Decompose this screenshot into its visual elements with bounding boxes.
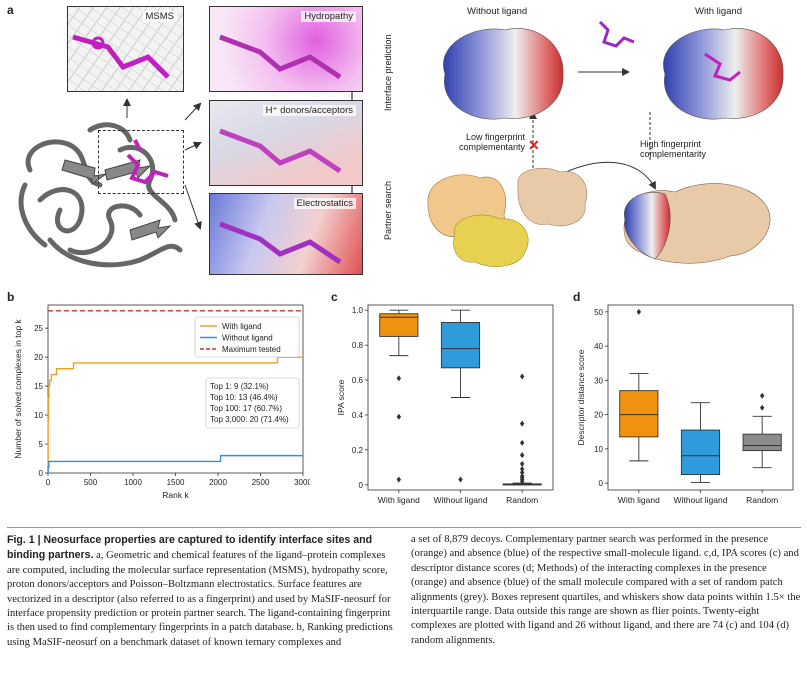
selection-box (98, 130, 184, 194)
series-line (47, 454, 303, 474)
y-tick-label: 1.0 (352, 306, 364, 315)
inset-label: MSMS (142, 11, 177, 22)
partner-surfaces (427, 168, 771, 267)
msms-inset: MSMS (67, 6, 184, 92)
y-tick-label: 20 (34, 353, 43, 362)
box (379, 313, 419, 337)
y-tick-label: 30 (594, 376, 603, 385)
high-fp-label: High fingerprint complementarity (640, 139, 707, 159)
panel-d-letter: d (573, 290, 581, 304)
ligand-icon (598, 20, 635, 48)
caption-divider (7, 527, 801, 528)
annotation-line: Top 10: 13 (46.4%) (210, 393, 278, 402)
panel-b-letter: b (7, 290, 15, 304)
flier-point (519, 452, 525, 459)
y-tick-label: 25 (34, 324, 43, 333)
y-tick-label: 0 (39, 469, 44, 478)
y-axis-label: Descriptor distance score (576, 349, 586, 445)
box (619, 390, 659, 438)
flier-point (519, 420, 525, 427)
x-tick-label: 1500 (167, 478, 185, 487)
y-tick-label: 0.2 (352, 446, 364, 455)
electrostatics-inset: Electrostatics (209, 193, 363, 275)
flier-point (396, 476, 402, 483)
y-tick-label: 10 (594, 445, 603, 454)
box (680, 429, 721, 476)
y-tick-label: 0 (599, 479, 604, 488)
panel-c-letter: c (331, 290, 338, 304)
cross-icon: ✕ (528, 137, 540, 153)
x-tick-label: 1000 (124, 478, 142, 487)
inset-label: H⁺ donors/acceptors (262, 105, 356, 116)
annotation-line: Top 1: 9 (32.1%) (210, 382, 269, 391)
low-fp-label: Low fingerprint complementarity (458, 132, 525, 152)
flier-point (458, 476, 463, 483)
box (440, 322, 481, 369)
annotation-line: Top 100: 17 (60.7%) (210, 404, 282, 413)
interface-prediction-label: Interface prediction (383, 34, 393, 111)
x-tick-label: 3000 (294, 478, 310, 487)
caption-col-1: Fig. 1 | Neosurface properties are captu… (7, 533, 397, 650)
y-tick-label: 50 (594, 308, 603, 317)
y-tick-label: 5 (39, 440, 44, 449)
chart-c: 0 0.2 0.4 0.6 0.8 1.0 IPA score With ligand With… (336, 304, 554, 505)
flier-point (759, 392, 765, 399)
fig-title: Neosurface properties are captured to id… (7, 534, 373, 562)
legend-label: Without ligand (222, 334, 273, 343)
surface-without-ligand (443, 28, 564, 120)
with-ligand-title: With ligand (695, 6, 742, 17)
flier-point (396, 375, 402, 382)
y-tick-label: 0.6 (352, 376, 364, 385)
y-tick-label: 0.8 (352, 341, 364, 350)
y-tick-label: 20 (594, 411, 603, 420)
legend-box (194, 316, 300, 358)
donors-acceptors-inset: H⁺ donors/acceptors (209, 100, 363, 186)
x-tick-label: Without ligand (434, 495, 488, 505)
y-tick-label: 0 (359, 481, 364, 490)
without-ligand-title: Without ligand (467, 6, 528, 17)
y-tick-label: 40 (594, 342, 603, 351)
x-tick-label: Without ligand (674, 495, 728, 505)
x-axis-label: Rank k (162, 490, 189, 500)
inset-label: Hydropathy (301, 11, 356, 22)
partner-search-label: Partner search (383, 180, 393, 240)
fig-label: Fig. 1 | (7, 534, 41, 546)
x-tick-label: With ligand (378, 495, 420, 505)
x-tick-label: Random (746, 495, 778, 505)
x-tick-label: Random (506, 495, 538, 505)
chart-d: 0 10 20 30 40 50 Descriptor distance score With… (576, 304, 794, 505)
flier-point (759, 404, 765, 411)
caption-text-2: a set of 8,879 decoys. Complementary par… (411, 534, 801, 646)
flier-point (396, 413, 402, 420)
y-tick-label: 0.4 (352, 411, 364, 420)
flier-point (519, 460, 525, 467)
y-axis-label: IPA score (336, 379, 346, 415)
flier-point (519, 439, 525, 446)
caption-text-1: a, Geometric and chemical features of th… (7, 550, 393, 648)
surface-with-ligand (663, 28, 784, 120)
flier-point (636, 308, 642, 315)
x-tick-label: 2500 (252, 478, 270, 487)
y-axis-label: Number of solved complexes in top k (13, 319, 23, 459)
chart-b: 0 500 1000 1500 2000 2500 3000 0 5 10 15 20 25 Rank k… (13, 304, 310, 500)
x-tick-label: 0 (46, 478, 51, 487)
inset-label: Electrostatics (293, 198, 356, 209)
protein-cartoon (18, 122, 183, 268)
legend-label: With ligand (222, 322, 262, 331)
x-tick-label: 2000 (209, 478, 227, 487)
annotation-box (205, 377, 300, 429)
panel-a-letter: a (7, 3, 14, 17)
legend-label: Maximum tested (222, 345, 281, 354)
annotation-line: Top 3,000: 20 (71.4%) (210, 415, 289, 424)
box (742, 433, 782, 452)
flier-point (519, 373, 525, 380)
caption-col-2: a set of 8,879 decoys. Complementary par… (411, 533, 801, 648)
hydropathy-inset: Hydropathy (209, 6, 363, 92)
x-tick-label: 500 (84, 478, 98, 487)
y-tick-label: 15 (34, 382, 43, 391)
y-tick-label: 10 (34, 411, 43, 420)
x-tick-label: With ligand (618, 495, 660, 505)
series-line (47, 356, 303, 474)
